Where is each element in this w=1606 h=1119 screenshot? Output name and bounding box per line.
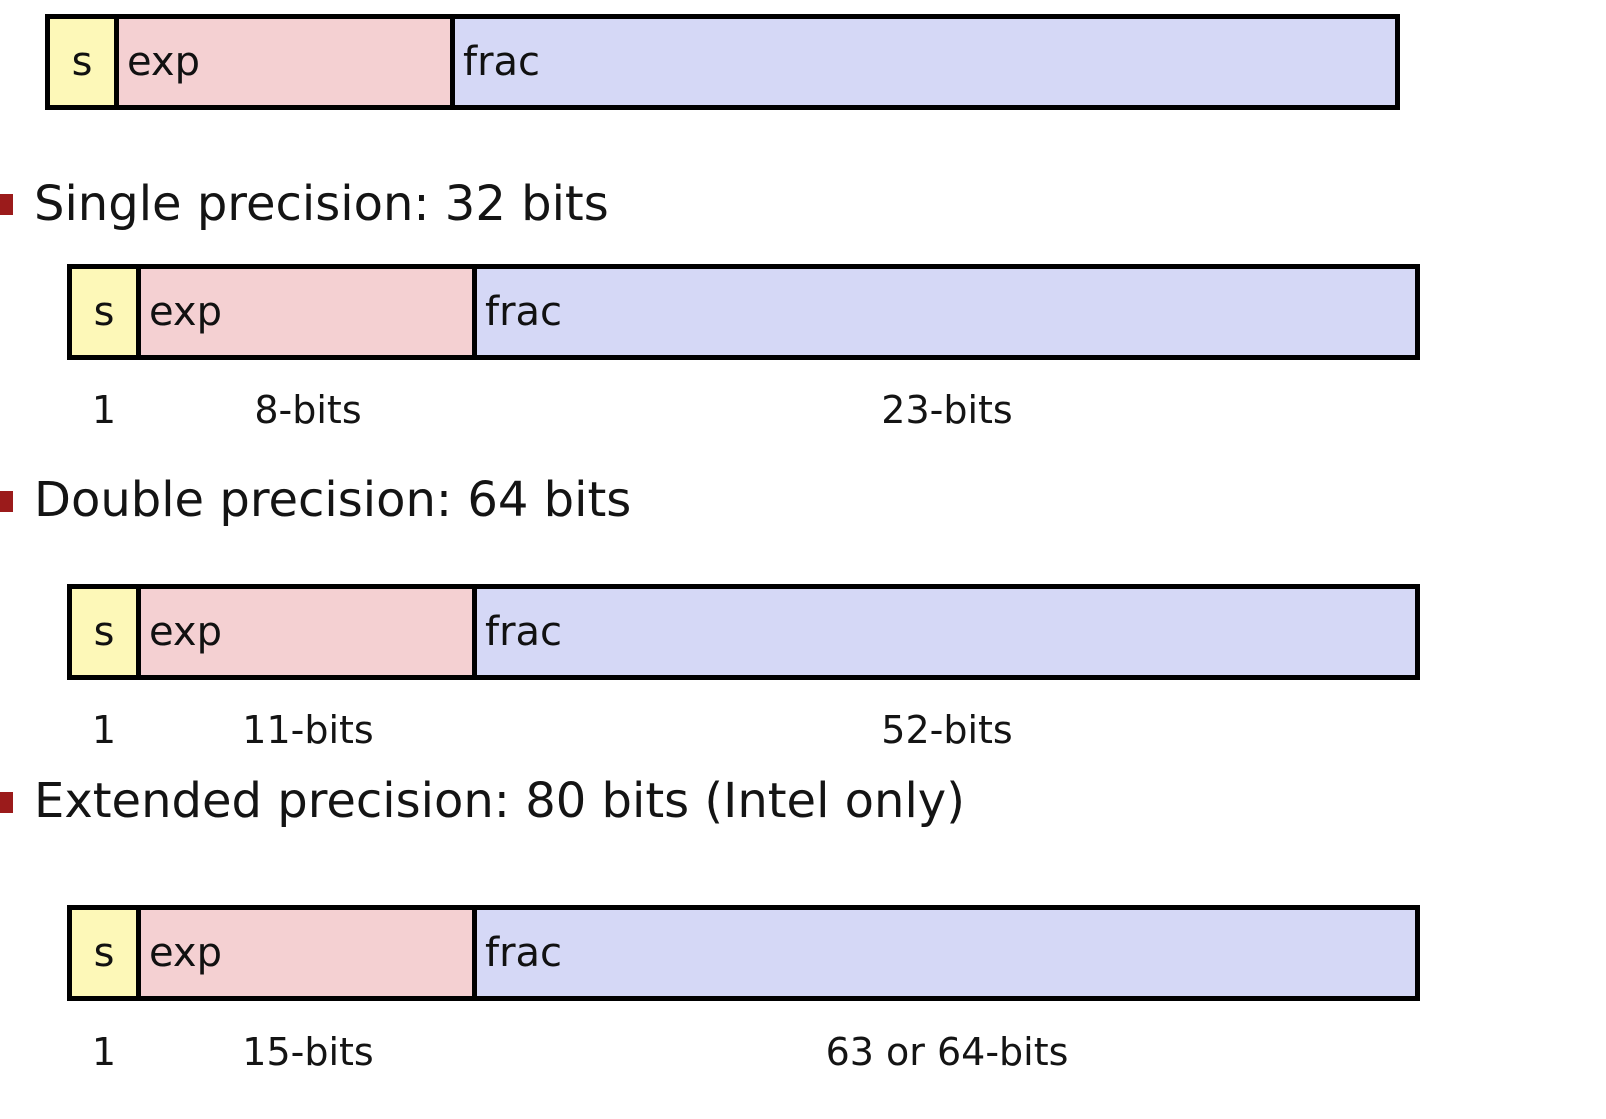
fraction-field-label: frac xyxy=(485,930,563,976)
fraction-field: frac xyxy=(455,19,1395,105)
sign-field: s xyxy=(72,269,141,355)
double-precision-heading: Double precision: 64 bits xyxy=(34,472,632,528)
sign-width-label: 1 xyxy=(91,1030,117,1074)
fraction-field-label: frac xyxy=(485,289,563,335)
frac-width-label: 23-bits xyxy=(881,388,1013,432)
fraction-field: frac xyxy=(477,589,1415,675)
exp-width-label: 8-bits xyxy=(254,388,362,432)
single-precision-heading: Single precision: 32 bits xyxy=(34,176,609,232)
bullet-icon xyxy=(0,491,13,512)
fraction-field-label: frac xyxy=(463,39,541,85)
fraction-field: frac xyxy=(477,910,1415,996)
exponent-field: exp xyxy=(141,269,477,355)
exponent-field-label: exp xyxy=(149,930,222,976)
sign-field-label: s xyxy=(93,289,115,335)
generic-layout-box: s exp frac xyxy=(45,14,1400,110)
sign-width-label: 1 xyxy=(91,388,117,432)
frac-width-label: 52-bits xyxy=(881,708,1013,752)
exp-width-label: 15-bits xyxy=(242,1030,374,1074)
fraction-field-label: frac xyxy=(485,609,563,655)
bullet-icon xyxy=(0,792,13,813)
bullet-icon xyxy=(0,194,13,215)
exponent-field-label: exp xyxy=(149,289,222,335)
exponent-field-label: exp xyxy=(127,39,200,85)
sign-field: s xyxy=(72,910,141,996)
sign-field-label: s xyxy=(93,930,115,976)
exponent-field: exp xyxy=(141,910,477,996)
extended-precision-layout-box: s exp frac xyxy=(67,905,1420,1001)
single-precision-layout-box: s exp frac xyxy=(67,264,1420,360)
sign-field-label: s xyxy=(93,609,115,655)
exponent-field: exp xyxy=(141,589,477,675)
fraction-field: frac xyxy=(477,269,1415,355)
sign-field: s xyxy=(50,19,119,105)
double-precision-layout-box: s exp frac xyxy=(67,584,1420,680)
exp-width-label: 11-bits xyxy=(242,708,374,752)
sign-field: s xyxy=(72,589,141,675)
exponent-field-label: exp xyxy=(149,609,222,655)
sign-width-label: 1 xyxy=(91,708,117,752)
extended-precision-heading: Extended precision: 80 bits (Intel only) xyxy=(34,773,965,829)
sign-field-label: s xyxy=(71,39,93,85)
frac-width-label: 63 or 64-bits xyxy=(825,1030,1069,1074)
exponent-field: exp xyxy=(119,19,455,105)
